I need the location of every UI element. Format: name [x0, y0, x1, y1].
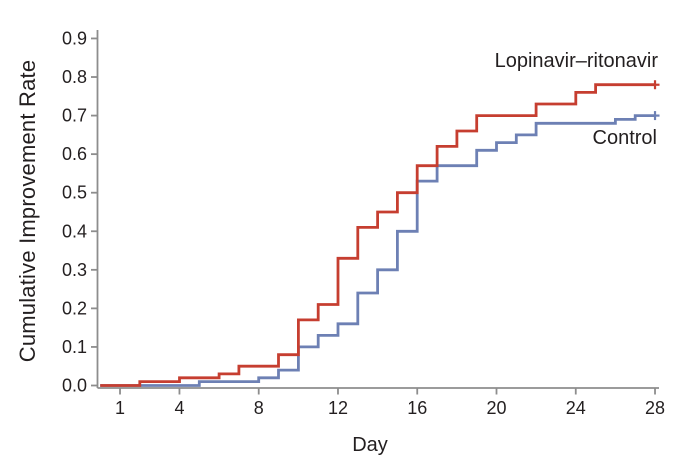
y-tick-label: 0.0: [62, 376, 87, 396]
y-tick-label: 0.7: [62, 106, 87, 126]
y-tick-label: 0.4: [62, 221, 87, 241]
x-tick-label: 8: [254, 398, 264, 418]
x-tick-label: 24: [566, 398, 586, 418]
y-tick-label: 0.2: [62, 298, 87, 318]
y-tick-label: 0.1: [62, 337, 87, 357]
x-tick-label: 28: [645, 398, 665, 418]
y-axis-title: Cumulative Improvement Rate: [15, 59, 40, 363]
x-tick-label: 4: [174, 398, 184, 418]
x-tick-label: 16: [407, 398, 427, 418]
y-tick-label: 0.9: [62, 28, 87, 48]
y-tick-label: 0.8: [62, 67, 87, 87]
series-path-control: [100, 114, 655, 387]
series-path-lopinavir-ritonavir: [100, 83, 655, 387]
y-tick-label: 0.6: [62, 144, 87, 164]
series-label-lopinavir-ritonavir: Lopinavir–ritonavir: [494, 50, 658, 72]
x-axis-title: Day: [352, 434, 388, 456]
y-tick-label: 0.3: [62, 260, 87, 280]
x-tick-label: 20: [486, 398, 506, 418]
x-tick-label: 1: [115, 398, 125, 418]
series-label-control: Control: [592, 127, 657, 149]
y-tick-label: 0.5: [62, 183, 87, 203]
x-tick-label: 12: [328, 398, 348, 418]
